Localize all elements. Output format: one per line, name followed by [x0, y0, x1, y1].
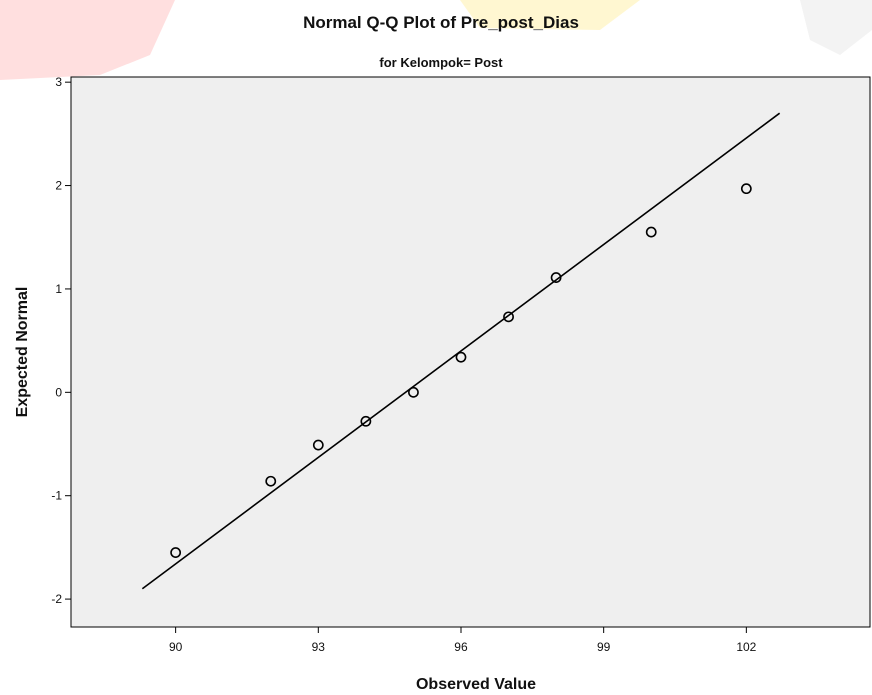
y-tick-label: -1: [51, 489, 62, 503]
y-tick-label: 0: [55, 385, 62, 399]
x-axis: 90 93 96 99 102: [169, 627, 757, 654]
y-axis-title: Expected Normal: [14, 287, 31, 418]
chart-title: Normal Q-Q Plot of Pre_post_Dias: [303, 13, 579, 32]
data-point: [312, 439, 324, 451]
y-tick-label: 3: [55, 75, 62, 89]
x-tick-label: 102: [736, 640, 756, 654]
watermark-yellow-shape: [460, 0, 640, 30]
data-points: [170, 183, 752, 558]
y-tick-label: 1: [55, 282, 62, 296]
data-point: [645, 226, 657, 238]
watermark-gray-shape: [800, 0, 872, 55]
data-point: [360, 415, 372, 427]
data-point: [740, 183, 752, 195]
data-point: [170, 547, 182, 558]
y-axis: -2 -1 0 1 2 3: [51, 75, 71, 606]
data-point: [550, 272, 562, 283]
x-tick-label: 90: [169, 640, 183, 654]
x-axis-title: Observed Value: [416, 676, 536, 693]
data-point: [455, 351, 467, 363]
watermark: [0, 0, 872, 80]
chart-subtitle: for Kelompok= Post: [379, 55, 503, 70]
data-point: [503, 311, 514, 323]
watermark-red-shape: [0, 0, 175, 80]
x-tick-label: 93: [312, 640, 326, 654]
plot-area: [70, 76, 871, 628]
y-tick-label: -2: [51, 592, 62, 606]
x-tick-label: 96: [454, 640, 468, 654]
data-point: [265, 475, 277, 487]
x-tick-label: 99: [597, 640, 611, 654]
data-point: [408, 386, 419, 398]
y-tick-label: 2: [55, 179, 62, 193]
reference-line: [141, 112, 781, 590]
